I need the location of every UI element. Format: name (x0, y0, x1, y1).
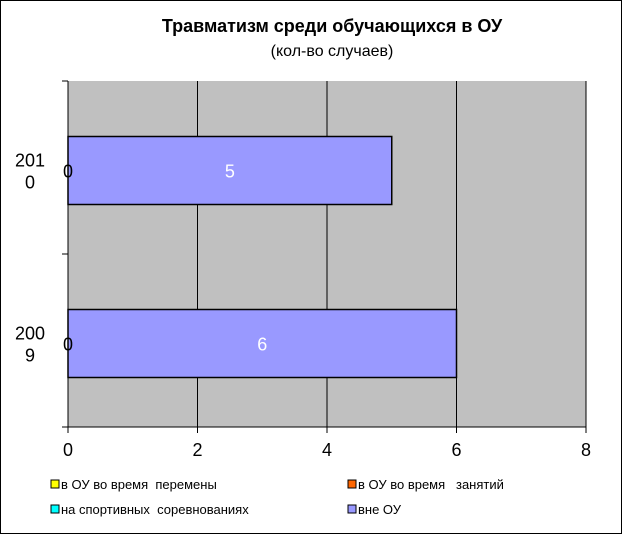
data-label: 6 (257, 335, 267, 355)
legend-swatch (50, 479, 60, 489)
category-label: 200 (15, 324, 45, 344)
data-label: 5 (225, 162, 235, 182)
bar (67, 135, 393, 206)
x-tick-label: 2 (192, 440, 202, 460)
legend-swatch (50, 504, 60, 514)
bar (67, 308, 458, 379)
zero-data-label: 0 (63, 162, 73, 182)
zero-data-label: 0 (63, 335, 73, 355)
category-label: 0 (25, 173, 35, 193)
legend-label: вне ОУ (358, 502, 402, 517)
category-label: 201 (15, 151, 45, 171)
legend-label: в ОУ во время перемены (61, 477, 217, 492)
legend-label: в ОУ во время занятий (358, 477, 504, 492)
chart-title: Травматизм среди обучающихся в ОУ (162, 16, 503, 36)
x-tick-label: 4 (322, 440, 332, 460)
x-tick-label: 6 (451, 440, 461, 460)
legend-swatch (347, 479, 357, 489)
x-tick-label: 8 (581, 440, 591, 460)
legend-label: на спортивных соревнованиях (61, 502, 249, 517)
x-tick-label: 0 (63, 440, 73, 460)
chart-subtitle: (кол-во случаев) (271, 43, 394, 60)
legend-swatch (347, 504, 357, 514)
category-label: 9 (25, 346, 35, 366)
